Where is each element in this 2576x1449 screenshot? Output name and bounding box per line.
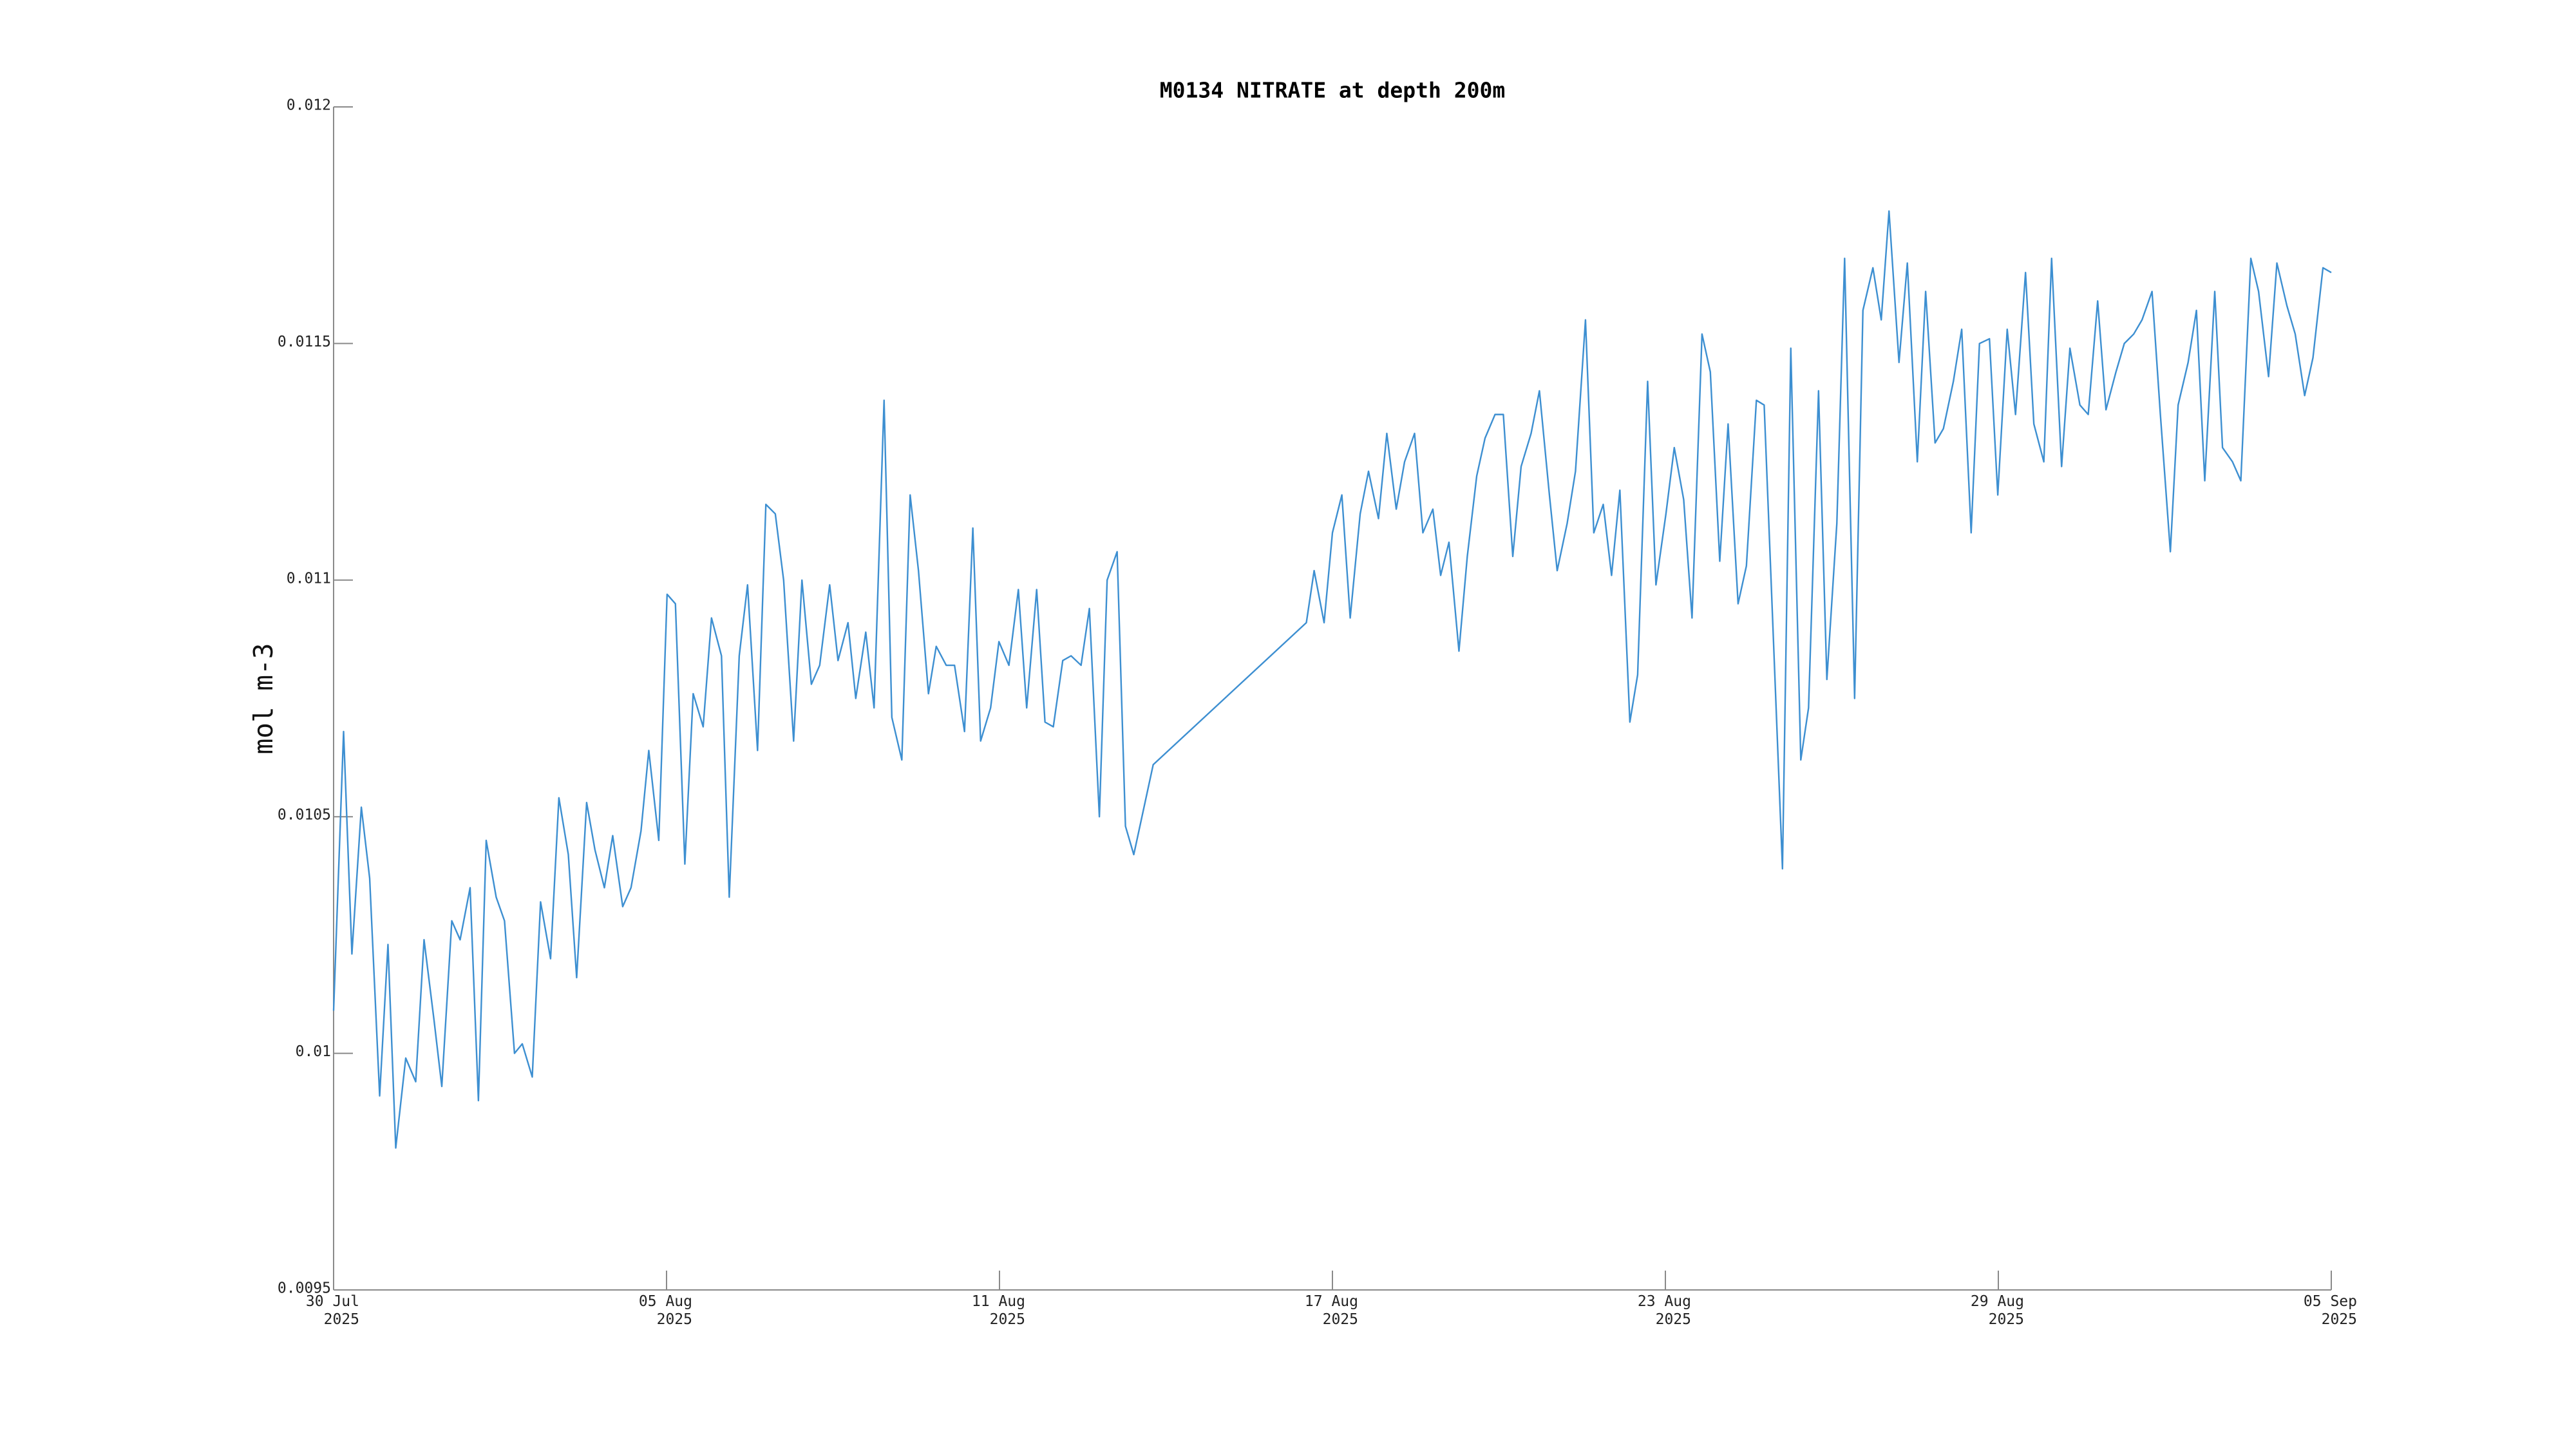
x-tick-label: 05 Aug 2025 xyxy=(638,1293,692,1328)
data-line xyxy=(332,210,2332,1149)
chart-title: M0134 NITRATE at depth 200m xyxy=(1160,78,1505,103)
y-tick-label: 0.0115 xyxy=(278,334,331,350)
y-tick-label: 0.0095 xyxy=(278,1280,331,1297)
y-axis-label: mol m-3 xyxy=(248,643,279,755)
x-tick-label: 05 Sep 2025 xyxy=(2303,1293,2357,1328)
x-tick-label: 17 Aug 2025 xyxy=(1304,1293,1358,1328)
y-tick-label: 0.01 xyxy=(296,1043,331,1060)
x-tick-label: 11 Aug 2025 xyxy=(971,1293,1025,1328)
y-tick-label: 0.0105 xyxy=(278,807,331,824)
x-tick-label: 29 Aug 2025 xyxy=(1970,1293,2024,1328)
x-tick-label: 30 Jul 2025 xyxy=(305,1293,359,1328)
y-tick-label: 0.011 xyxy=(287,570,331,587)
x-tick-label: 23 Aug 2025 xyxy=(1637,1293,1691,1328)
y-tick-label: 0.012 xyxy=(287,97,331,114)
